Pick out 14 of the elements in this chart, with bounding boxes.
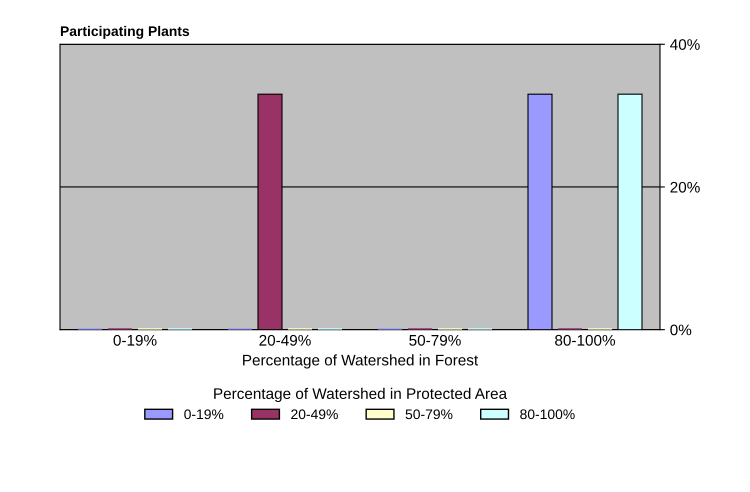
x-axis-title: Percentage of Watershed in Forest xyxy=(243,354,478,369)
y-tick-label: 40% xyxy=(670,39,700,50)
legend-label: 50-79% xyxy=(406,409,452,420)
x-tick-label: 80-100% xyxy=(555,334,616,346)
legend-title: Percentage of Watershed in Protected Area xyxy=(214,388,508,402)
y-tick-label: 20% xyxy=(670,182,700,193)
y-tick-label: 0% xyxy=(670,324,692,336)
legend-label: 20-49% xyxy=(291,409,338,420)
x-tick-label: 50-79% xyxy=(409,334,461,346)
chart-title: Participating Plants xyxy=(60,26,190,39)
x-tick-label: 20-49% xyxy=(259,334,311,346)
legend-label: 0-19% xyxy=(184,409,224,420)
x-tick-label: 0-19% xyxy=(114,334,157,346)
legend-label: 80-100% xyxy=(520,409,575,420)
